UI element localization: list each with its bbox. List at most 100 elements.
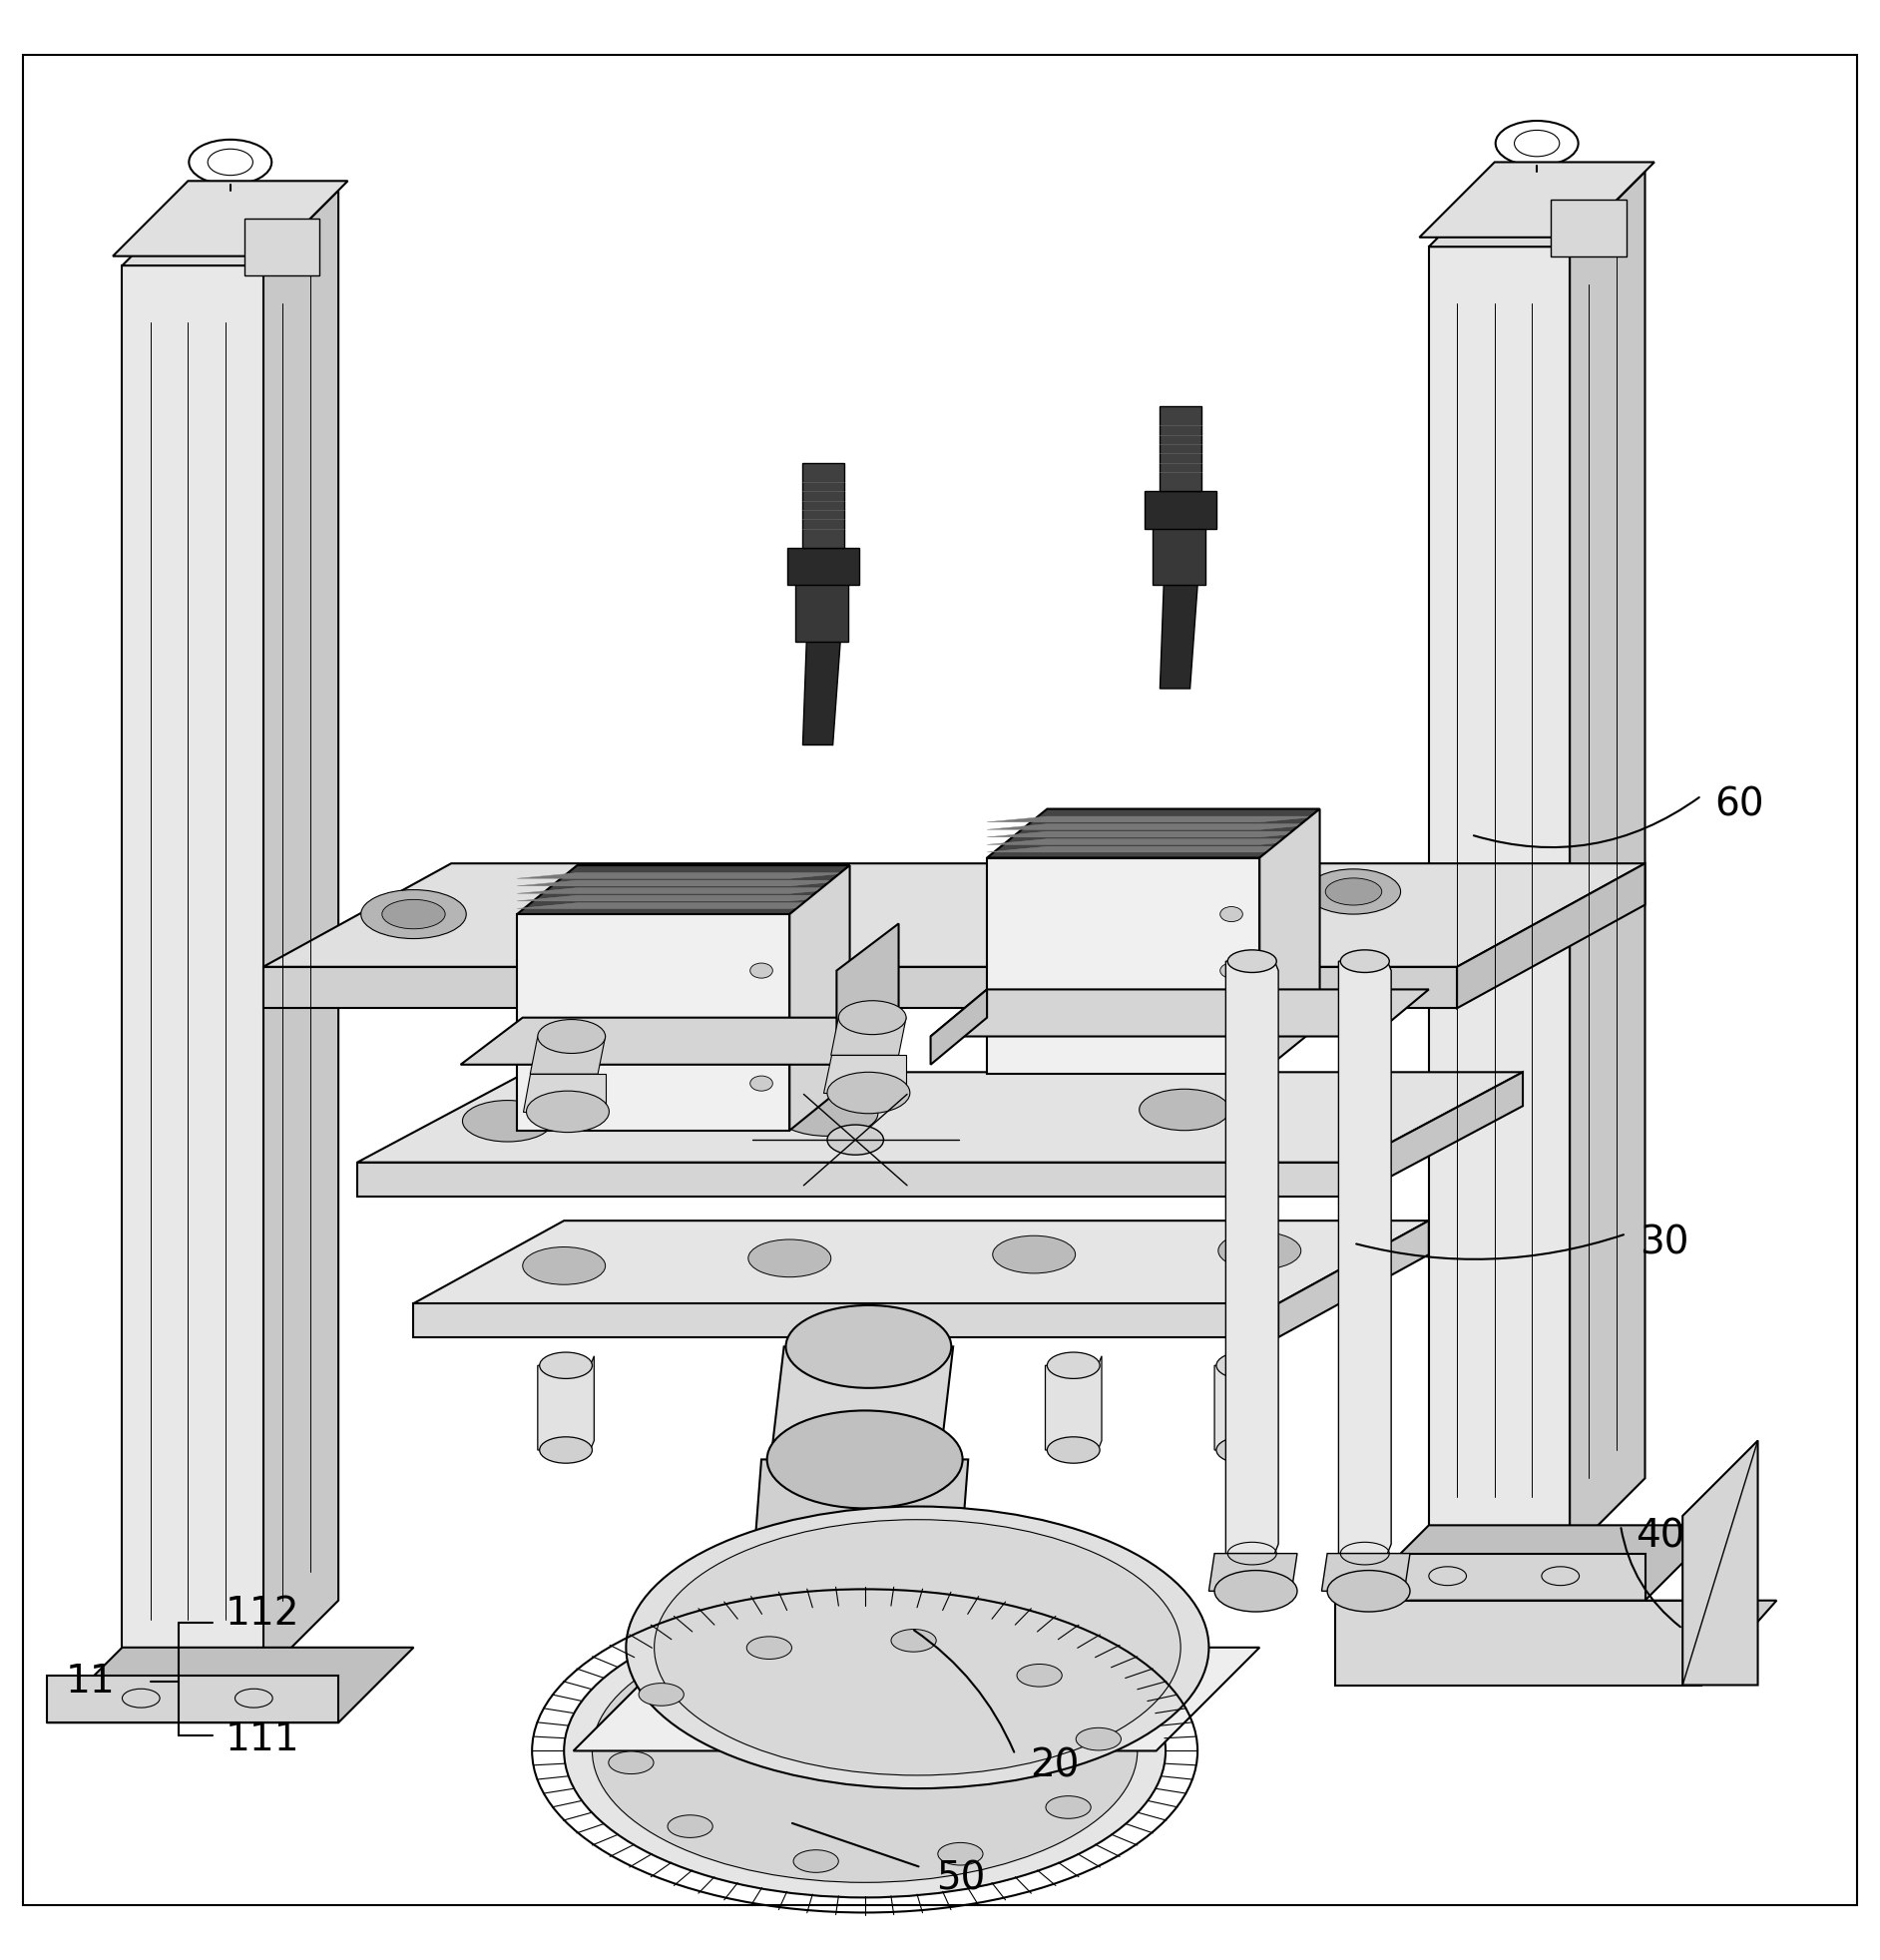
Polygon shape [788,547,859,586]
Polygon shape [263,190,338,1676]
Polygon shape [801,1356,857,1450]
Ellipse shape [626,1507,1209,1788]
Polygon shape [357,1072,1523,1162]
Ellipse shape [654,880,775,933]
Ellipse shape [993,1235,1075,1274]
Ellipse shape [540,1437,592,1464]
Ellipse shape [462,1100,553,1141]
Polygon shape [1429,172,1645,247]
Polygon shape [517,880,850,886]
Polygon shape [987,809,1320,858]
Polygon shape [461,1017,899,1064]
Ellipse shape [1216,1352,1269,1378]
Ellipse shape [526,1092,609,1133]
Polygon shape [1335,1601,1701,1686]
Polygon shape [517,864,850,913]
Ellipse shape [938,1842,983,1866]
Polygon shape [263,864,1645,966]
Ellipse shape [1307,868,1401,913]
Polygon shape [1260,809,1320,1074]
Polygon shape [790,864,850,1131]
Polygon shape [987,847,1320,853]
Ellipse shape [1327,1570,1410,1611]
Ellipse shape [891,1629,936,1652]
Ellipse shape [1075,1729,1120,1750]
Ellipse shape [1045,1795,1090,1819]
Polygon shape [803,641,840,745]
Polygon shape [987,839,1320,845]
Polygon shape [357,1162,1354,1196]
Text: 40: 40 [1636,1517,1684,1556]
Polygon shape [987,831,1320,837]
Ellipse shape [609,1752,654,1774]
Ellipse shape [382,900,446,929]
Ellipse shape [776,1092,878,1137]
Polygon shape [530,1037,605,1074]
Polygon shape [1429,247,1570,1554]
Polygon shape [1145,492,1216,529]
Polygon shape [1322,1554,1410,1592]
Ellipse shape [793,1850,838,1872]
Polygon shape [517,896,850,902]
Ellipse shape [1017,1664,1062,1688]
Polygon shape [1152,519,1205,586]
Ellipse shape [1340,951,1389,972]
Ellipse shape [827,1072,910,1113]
Ellipse shape [746,1637,791,1658]
Text: 11: 11 [66,1662,115,1699]
Ellipse shape [523,1247,605,1284]
Ellipse shape [538,1019,605,1053]
Ellipse shape [827,1125,884,1154]
Ellipse shape [639,1684,684,1705]
Ellipse shape [838,1002,906,1035]
Polygon shape [573,1648,1260,1750]
Polygon shape [803,463,844,547]
Polygon shape [1160,406,1201,492]
Polygon shape [1683,1441,1758,1686]
Ellipse shape [1021,884,1085,913]
Ellipse shape [803,1352,855,1378]
Ellipse shape [1216,1437,1269,1464]
Polygon shape [1354,1554,1645,1601]
Polygon shape [987,858,1260,1074]
Polygon shape [414,1221,1429,1303]
Polygon shape [1226,960,1278,1554]
Text: 30: 30 [1639,1225,1688,1262]
Polygon shape [1457,864,1645,1007]
Polygon shape [1339,960,1391,1554]
Polygon shape [1335,1601,1777,1686]
Polygon shape [1551,200,1626,257]
Ellipse shape [1220,907,1243,921]
Polygon shape [47,1676,338,1723]
Ellipse shape [750,1019,773,1035]
Ellipse shape [592,1619,1137,1882]
Ellipse shape [1220,962,1243,978]
Polygon shape [538,1356,594,1450]
Polygon shape [517,913,790,1131]
Text: 50: 50 [936,1860,985,1897]
Polygon shape [987,817,1320,821]
Polygon shape [837,923,899,1064]
Text: 111: 111 [226,1721,301,1758]
Polygon shape [414,1303,1278,1337]
Ellipse shape [361,890,466,939]
Ellipse shape [1218,1233,1301,1270]
Polygon shape [1278,1221,1429,1337]
Polygon shape [752,1460,968,1582]
Polygon shape [122,265,263,1676]
Polygon shape [931,990,1429,1037]
Polygon shape [987,823,1320,829]
Ellipse shape [654,1519,1181,1776]
Ellipse shape [750,1076,773,1092]
Polygon shape [795,576,848,641]
Polygon shape [1214,1356,1271,1450]
Polygon shape [113,180,348,257]
Ellipse shape [786,1305,951,1388]
Polygon shape [823,1054,906,1094]
Polygon shape [831,1017,906,1054]
Polygon shape [122,190,338,265]
Text: 112: 112 [226,1595,301,1633]
Polygon shape [1419,163,1654,237]
Ellipse shape [733,1515,996,1648]
Ellipse shape [564,1603,1166,1897]
